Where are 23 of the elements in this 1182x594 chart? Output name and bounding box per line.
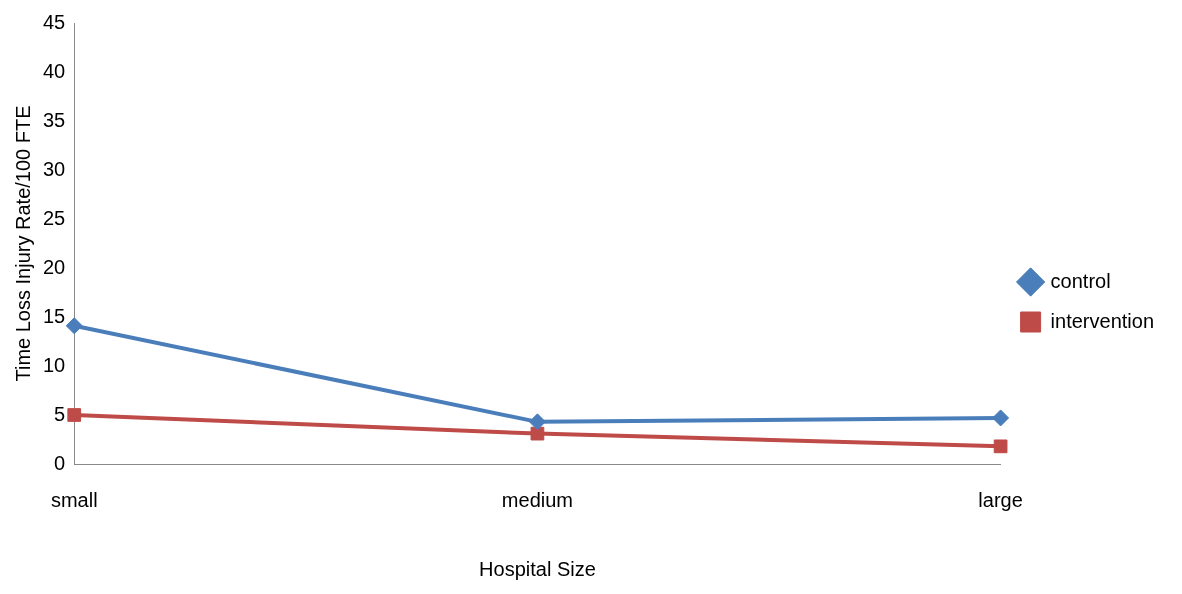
y-tick-label: 25: [43, 206, 66, 229]
x-tick-label: large: [978, 488, 1023, 511]
y-tick-label: 30: [43, 157, 66, 180]
point: [530, 426, 545, 441]
y-tick-label: 5: [54, 402, 66, 425]
x-tick-label: medium: [501, 488, 573, 511]
y-tick-label: 20: [43, 255, 66, 278]
y-tick-label: 45: [43, 10, 66, 33]
y-tick-label: 10: [43, 353, 66, 376]
y-axis-title: Time Loss Injury Rate/100 FTE: [11, 105, 34, 382]
legend-label: control: [1050, 269, 1111, 292]
x-tick-label: small: [50, 488, 98, 511]
y-tick-label: 35: [43, 108, 66, 131]
point: [992, 409, 1010, 427]
point: [993, 439, 1008, 454]
point: [65, 317, 83, 335]
point: [67, 408, 82, 422]
y-tick-label: 15: [43, 304, 66, 327]
point: [528, 413, 546, 431]
y-tick-label: 40: [43, 59, 66, 82]
legend-label: intervention: [1050, 309, 1155, 332]
x-axis-title: Hospital Size: [479, 557, 596, 580]
y-tick-label: 0: [54, 451, 66, 474]
